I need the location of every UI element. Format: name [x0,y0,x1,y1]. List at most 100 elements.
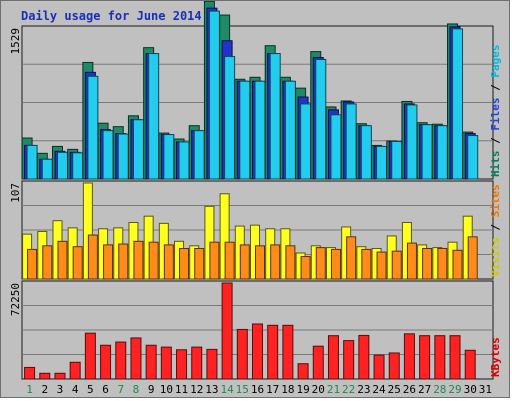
day-label-18: 18 [281,383,294,396]
bar-kbytes-day-20 [312,345,324,380]
bar-kbytes-day-4 [69,361,81,380]
bar-pages-day-23 [360,125,372,180]
day-label-4: 4 [72,383,79,396]
bar-kbytes-day-21 [327,335,339,380]
bar-kbytes-day-7 [115,341,127,380]
day-label-11: 11 [175,383,188,396]
bar-sites-day-16 [255,245,265,280]
bar-kbytes-day-14 [221,282,233,380]
day-label-30: 30 [464,383,477,396]
bar-kbytes-day-6 [100,344,112,380]
bar-kbytes-day-1 [24,366,36,380]
bar-pages-day-26 [406,104,418,180]
day-label-21: 21 [327,383,340,396]
day-label-9: 9 [148,383,155,396]
bar-sites-day-3 [57,240,68,280]
legend: Hits / Files / Pages [489,45,502,178]
bar-sites-day-24 [376,251,387,280]
day-label-7: 7 [117,383,124,396]
bar-kbytes-day-3 [54,372,66,380]
day-axis-labels: 1 2 3 4 5 6 7 8 9 10 11 12 13 14 15 16 17 18 19 20 21 22 23 24 2… [26,383,492,396]
bar-sites-day-9 [148,241,159,280]
bar-sites-day-4 [72,246,83,280]
bar-kbytes-day-2 [39,372,51,380]
bar-pages-day-19 [300,103,312,180]
bar-kbytes-day-17 [267,324,279,380]
bar-kbytes-day-25 [388,352,400,380]
bar-pages-day-3 [56,151,68,180]
day-label-13: 13 [205,383,218,396]
legend-pages: Pages [489,45,502,78]
bar-sites-day-23 [361,248,372,280]
bar-sites-day-14 [224,241,235,280]
day-label-22: 22 [342,383,355,396]
bar-pages-day-9 [148,53,160,180]
bar-sites-day-6 [103,244,114,280]
legend-separator: / [489,217,502,237]
day-label-8: 8 [133,383,140,396]
bar-pages-day-1 [26,144,38,180]
day-label-1: 1 [26,383,33,396]
bar-sites-day-17 [270,244,281,280]
bar-sites-day-8 [133,240,144,280]
y-max-label: 1529 [9,28,22,55]
day-label-10: 10 [160,383,173,396]
bar-sites-day-5 [87,234,98,280]
bar-kbytes-day-29 [449,335,461,380]
bar-kbytes-day-24 [373,354,385,380]
bar-kbytes-day-23 [358,334,370,380]
bar-pages-day-28 [436,125,448,180]
bar-pages-day-24 [376,145,388,180]
bar-kbytes-day-22 [343,340,355,380]
bar-sites-day-21 [330,248,341,280]
panel-hits-files-pages: 1529 Hits / Files / Pages [9,1,502,180]
day-label-27: 27 [418,383,431,396]
bar-kbytes-day-11 [176,349,188,380]
day-label-26: 26 [403,383,416,396]
legend-sites: Sites [489,184,502,217]
bar-pages-day-16 [254,80,266,180]
bar-kbytes-day-15 [236,328,248,380]
bar-sites-day-10 [163,244,174,280]
bar-pages-day-17 [269,53,281,180]
chart-panels: 1529 Hits / Files / Pages 107 Visits / Site… [9,1,502,380]
bar-sites-day-2 [42,245,53,280]
bar-sites-day-20 [315,247,326,280]
day-label-3: 3 [57,383,64,396]
legend-separator: / [489,131,502,151]
bar-kbytes-day-27 [419,335,431,380]
bar-pages-day-18 [284,80,296,180]
legend-kbytes: KBytes [489,337,502,377]
day-label-6: 6 [102,383,109,396]
bar-kbytes-day-16 [252,323,263,380]
day-label-31: 31 [479,383,492,396]
day-label-25: 25 [388,383,401,396]
bar-pages-day-21 [330,114,342,180]
panel-visits-sites: 107 Visits / Sites [9,180,502,280]
day-label-19: 19 [296,383,309,396]
bar-pages-day-13 [208,10,220,180]
bar-sites-day-13 [209,241,220,280]
day-label-17: 17 [266,383,279,396]
day-label-23: 23 [357,383,370,396]
bar-pages-day-20 [315,59,327,180]
bar-sites-day-11 [179,247,190,280]
day-label-15: 15 [236,383,249,396]
bar-kbytes-day-30 [464,349,476,380]
bar-pages-day-25 [391,140,403,180]
bar-sites-day-7 [118,243,129,280]
day-label-29: 29 [448,383,461,396]
panel-kbytes: 72250 KBytes [9,280,502,380]
legend: KBytes [489,337,502,377]
bar-kbytes-day-26 [403,333,415,380]
bar-kbytes-day-19 [297,363,309,380]
bar-sites-day-29 [452,249,463,280]
legend-hits: Hits [489,151,502,178]
day-label-16: 16 [251,383,264,396]
bar-sites-day-28 [437,247,448,280]
bar-pages-day-29 [452,28,464,180]
bar-sites-day-1 [27,248,38,280]
bar-pages-day-14 [224,56,236,180]
